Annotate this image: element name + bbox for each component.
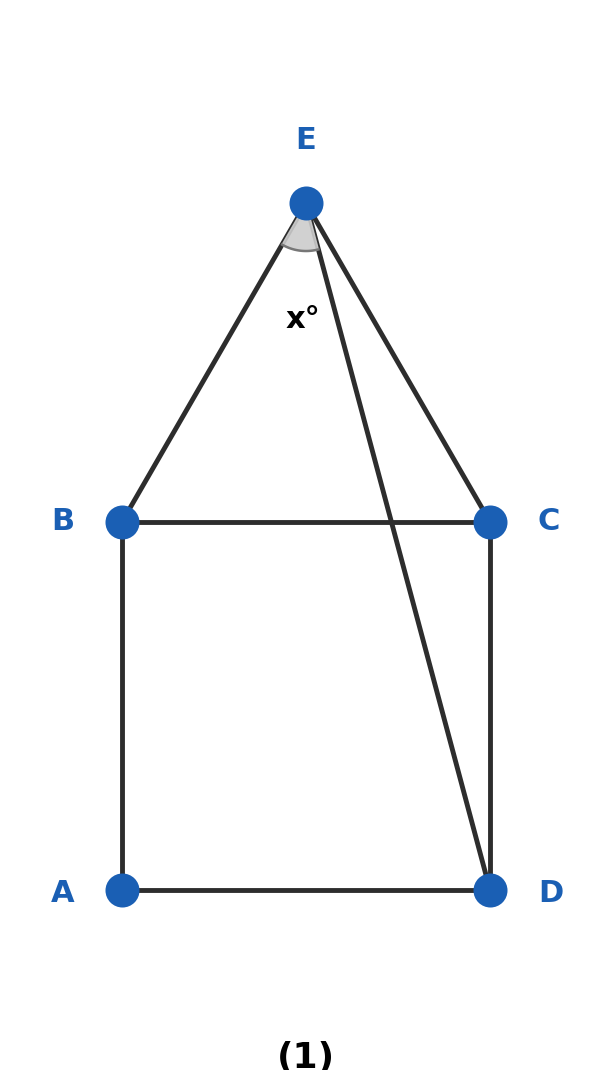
Text: D: D xyxy=(538,880,563,908)
Text: B: B xyxy=(51,507,74,536)
Text: C: C xyxy=(538,507,560,536)
Text: (1): (1) xyxy=(277,1041,335,1070)
Point xyxy=(485,882,495,899)
Text: x°: x° xyxy=(285,305,320,334)
Point xyxy=(301,195,311,212)
Point xyxy=(117,882,127,899)
Text: A: A xyxy=(50,880,74,908)
Text: E: E xyxy=(296,126,316,155)
Point xyxy=(485,514,495,531)
Polygon shape xyxy=(282,203,318,251)
Point xyxy=(117,514,127,531)
